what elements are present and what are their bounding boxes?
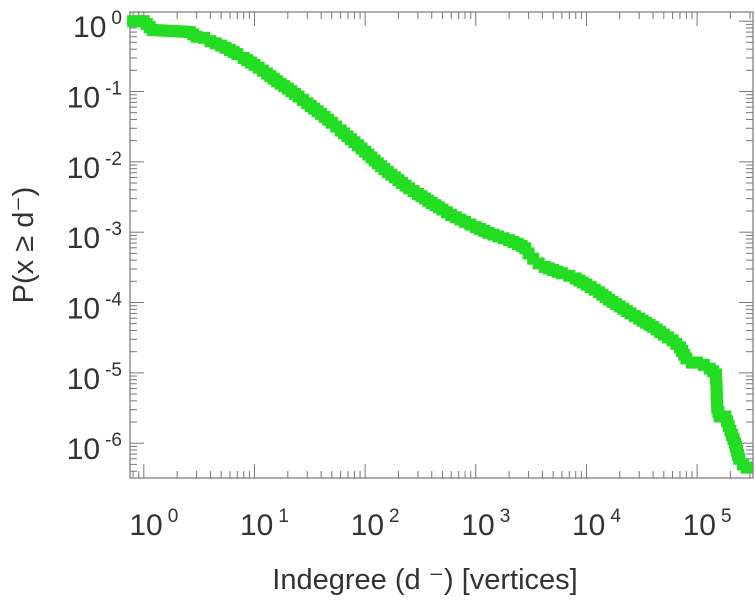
y-tick-label: 10 -1 <box>67 79 122 115</box>
data-point-fill <box>712 406 725 419</box>
x-tick-label: 10 0 <box>129 506 178 542</box>
data-point <box>740 461 753 474</box>
data-point-fill <box>187 28 200 41</box>
data-point-fill <box>711 396 724 409</box>
y-axis-label: P(x ≥ d⁻) <box>8 187 40 304</box>
x-tick-label: 10 3 <box>461 506 510 542</box>
x-tick-label: 10 2 <box>351 506 400 542</box>
minor-ticks <box>130 12 753 478</box>
data-point-fill <box>678 348 691 361</box>
plot-frame <box>129 11 754 479</box>
data-point-fill <box>710 377 723 390</box>
data-point <box>198 31 211 44</box>
data-point-fill <box>551 265 564 278</box>
data-point-fill <box>227 46 240 59</box>
data-point-fill <box>209 37 222 50</box>
data-point-fill <box>497 232 510 245</box>
y-tick-label: 10 -5 <box>67 360 122 396</box>
data-point-fill <box>478 224 491 237</box>
y-tick-label: 10 -3 <box>67 219 122 255</box>
y-tick-label: 10 -6 <box>67 430 122 466</box>
plot-area <box>127 11 754 479</box>
data-point-fill <box>165 24 178 37</box>
x-tick-label: 10 1 <box>240 506 289 542</box>
x-tick-label: 10 4 <box>572 506 621 542</box>
data-point-fill <box>454 213 467 226</box>
x-tick-label: 10 5 <box>683 506 732 542</box>
data-point-fill <box>732 448 745 461</box>
x-axis-label: Indegree (d ⁻) [vertices] <box>272 564 577 596</box>
data-point-fill <box>487 228 500 241</box>
x-tick-labels: 10 0 10 1 10 2 10 3 10 4 10 5 <box>129 506 731 542</box>
y-tick-label: 10 -4 <box>67 290 123 326</box>
data-point-fill <box>507 236 520 249</box>
y-tick-label: 10 0 <box>73 8 122 44</box>
y-tick-label: 10 -2 <box>67 149 122 185</box>
data-point-fill <box>155 24 168 37</box>
data-point-fill <box>464 218 477 231</box>
data-series <box>127 15 753 474</box>
